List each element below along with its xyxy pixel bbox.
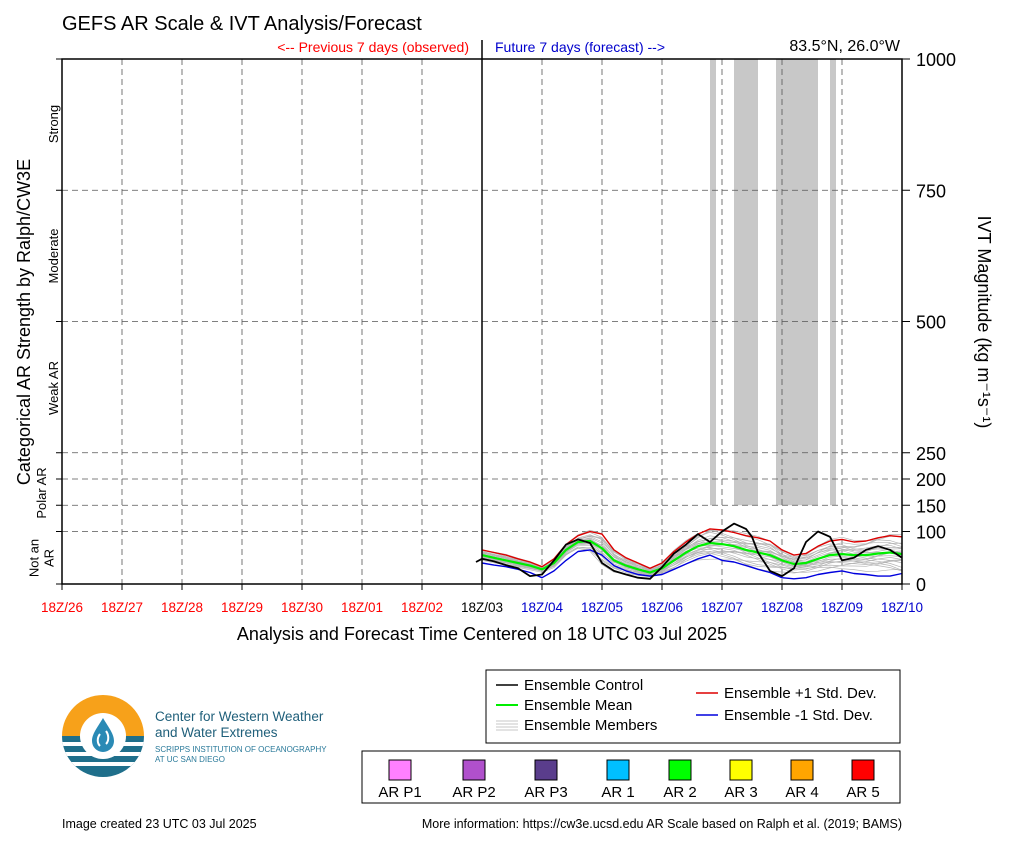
cw3e-logo-mark: [62, 695, 144, 777]
ensemble-series-lines: [475, 522, 903, 580]
ar-scale-swatch: [729, 759, 753, 781]
footer-more-info: More information: https://cw3e.ucsd.edu …: [422, 817, 902, 831]
ar-scale-label: AR 3: [724, 784, 757, 801]
x-tick-label: 18Z/27: [101, 600, 143, 615]
y-tick-label: 0: [916, 575, 926, 595]
x-axis-ticks: 18Z/26 18Z/27 18Z/28 18Z/29 18Z/30 18Z/01 18Z/…: [41, 584, 923, 615]
x-tick-label: 18Z/30: [281, 600, 323, 615]
x-tick-label: 18Z/26: [41, 600, 83, 615]
ar-scale-label: AR P2: [452, 784, 495, 801]
ensemble-member-line: [481, 547, 903, 575]
ar-scale-swatch: [606, 759, 630, 781]
logo-line-3: SCRIPPS INSTITUTION OF OCEANOGRAPHY: [155, 745, 327, 754]
ar-scale-label: AR 5: [846, 784, 879, 801]
ar-scale-label: AR 4: [785, 784, 818, 801]
category-not-an-ar: Not anAR: [27, 539, 57, 577]
x-tick-label: 18Z/02: [401, 600, 443, 615]
x-tick-label: 18Z/06: [641, 600, 683, 615]
ar-scale-swatch: [388, 759, 412, 781]
x-tick-label: 18Z/03: [461, 600, 503, 615]
footer-created: Image created 23 UTC 03 Jul 2025: [62, 817, 257, 831]
shaded-periods: [710, 59, 836, 506]
y-tick-label: 100: [916, 523, 946, 543]
y-axis-ticks: 0 100 150 200 250 500 750 1000: [56, 50, 956, 595]
shaded-period-3: [830, 59, 836, 506]
left-axis-label: Categorical AR Strength by Ralph/CW3E: [14, 159, 34, 485]
y-tick-label: 150: [916, 496, 946, 516]
y-tick-label: 250: [916, 444, 946, 464]
ar-scale-label: AR 2: [663, 784, 696, 801]
shaded-period-2: [776, 59, 818, 506]
x-tick-label: 18Z/09: [821, 600, 863, 615]
ar-scale-swatch: [462, 759, 486, 781]
x-tick-label: 18Z/28: [161, 600, 203, 615]
y-tick-label: 500: [916, 313, 946, 333]
ensemble-member-line: [481, 542, 903, 575]
future-days-label: Future 7 days (forecast) -->: [495, 39, 665, 55]
legend-plus-sd-label: Ensemble +1 Std. Dev.: [724, 685, 877, 702]
x-tick-label: 18Z/04: [521, 600, 564, 615]
x-axis-label: Analysis and Forecast Time Centered on 1…: [237, 624, 727, 644]
series-legend: Ensemble Control Ensemble Mean Ensemble …: [485, 669, 901, 744]
legend-members-label: Ensemble Members: [524, 717, 657, 734]
chart-title: GEFS AR Scale & IVT Analysis/Forecast: [62, 13, 422, 35]
x-tick-label: 18Z/10: [881, 600, 923, 615]
y-tick-label: 200: [916, 470, 946, 490]
ar-scale-swatch: [851, 759, 875, 781]
category-moderate: Moderate: [46, 229, 61, 284]
legend-members-swatch: [496, 720, 518, 731]
logo-line-1: Center for Western Weather: [155, 709, 324, 724]
cw3e-logo: Center for Western Weather and Water Ext…: [62, 695, 327, 777]
location-label: 83.5°N, 26.0°W: [789, 38, 901, 55]
x-tick-label: 18Z/29: [221, 600, 263, 615]
ar-scale-label: AR P3: [524, 784, 567, 801]
ensemble-control-line: [475, 522, 903, 580]
previous-days-label: <-- Previous 7 days (observed): [277, 39, 469, 55]
ar-scale-label: AR 1: [601, 784, 634, 801]
y-tick-label: 1000: [916, 50, 956, 70]
ensemble-member-line: [481, 546, 903, 574]
logo-line-4: AT UC SAN DIEGO: [155, 755, 225, 764]
ar-scale-label: AR P1: [378, 784, 421, 801]
right-axis-label: IVT Magnitude (kg m⁻¹s⁻¹): [974, 216, 994, 429]
legend-mean-label: Ensemble Mean: [524, 697, 632, 714]
ar-scale-swatch: [668, 759, 692, 781]
shaded-period-0: [710, 59, 716, 506]
x-tick-label: 18Z/07: [701, 600, 743, 615]
legend-control-label: Ensemble Control: [524, 677, 643, 694]
ar-scale-swatch: [534, 759, 558, 781]
x-tick-label: 18Z/08: [761, 600, 803, 615]
shaded-period-1: [734, 59, 758, 506]
ar-scale-swatch: [790, 759, 814, 781]
category-weak-ar: Weak AR: [46, 361, 61, 415]
ar-scale-legend: AR P1 AR P2 AR P3 AR 1 AR 2 AR 3 AR 4 AR 5: [361, 750, 901, 804]
x-tick-label: 18Z/01: [341, 600, 383, 615]
x-tick-label: 18Z/05: [581, 600, 623, 615]
y-tick-label: 750: [916, 181, 946, 201]
category-polar-ar: Polar AR: [34, 467, 49, 518]
legend-minus-sd-label: Ensemble -1 Std. Dev.: [724, 707, 873, 724]
ensemble-minus-sd-line: [481, 549, 903, 580]
logo-line-2: and Water Extremes: [155, 725, 278, 740]
category-strong: Strong: [46, 105, 61, 143]
